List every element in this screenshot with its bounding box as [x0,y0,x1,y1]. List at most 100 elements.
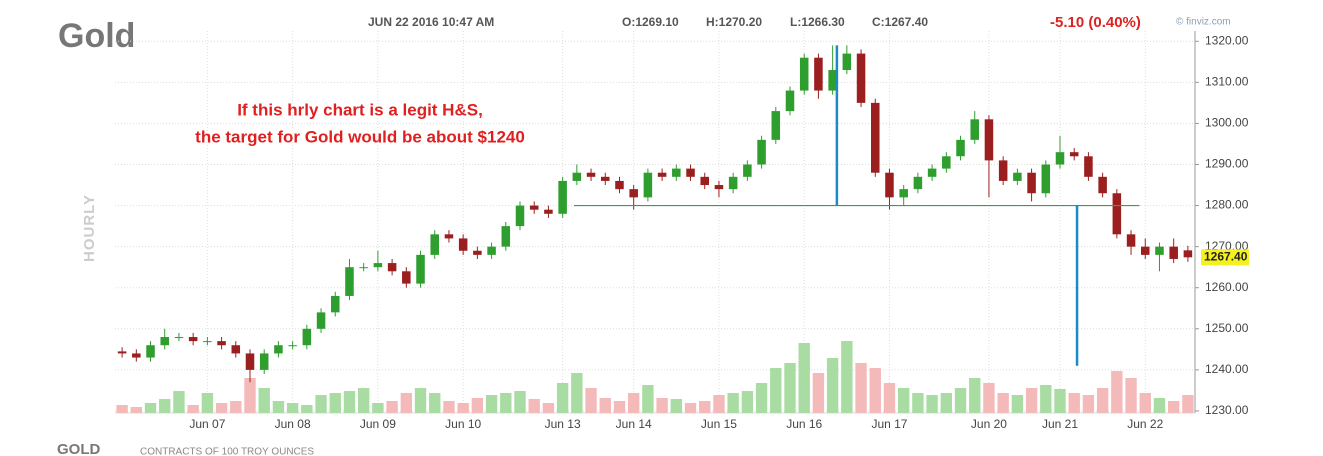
volume-bar [542,403,555,413]
volume-bar [599,398,611,413]
volume-bar [286,403,299,413]
volume-bar [1082,395,1095,413]
y-tick-label: 1240.00 [1205,362,1249,376]
candle-body [160,337,169,346]
candle-body [686,168,695,177]
x-tick-label: Jun 20 [971,417,1007,431]
y-tick-label: 1230.00 [1205,403,1249,417]
quote-low: L:1266.30 [790,15,845,29]
candle-body [1098,176,1107,194]
candle-body [757,139,766,165]
candle-body [743,164,752,177]
candle-body [615,180,624,190]
x-tick-label: Jun 14 [616,417,652,431]
candle-body [629,189,638,198]
candle-body [132,353,141,358]
candle-body [1069,152,1079,157]
volume-bar [997,393,1009,413]
change: -5.10 (0.40%) [1050,14,1141,31]
volume-bar [116,405,128,413]
volume-bar [429,393,441,413]
volume-bar [315,395,327,413]
candle-body [473,250,482,255]
volume-bar [343,391,356,413]
candle-body [117,351,127,354]
volume-bar [1096,388,1109,413]
candle-body [359,267,368,269]
volume-bar [1054,389,1066,413]
volume-bar [244,378,256,413]
volume-bar [741,391,754,413]
x-tick-label: Jun 15 [701,417,737,431]
contract-note: CONTRACTS OF 100 TROY OUNCES [140,447,314,456]
candle-body [1041,164,1051,194]
source: © finviz.com [1176,17,1231,28]
candle-body [188,337,198,342]
candle-body [529,205,539,210]
candle-body [231,345,241,354]
candle-body [700,176,709,186]
volume-bar [613,401,626,413]
candle-body [302,328,312,346]
candle-body [714,185,724,190]
volume-bar [628,393,640,413]
volume-bar [926,395,938,413]
annotation: If this hrly chart is a legit H&S, [237,100,483,119]
volume-bar [258,388,270,413]
candle-body [586,172,596,177]
candle-body [203,341,212,343]
candle-body [558,180,567,214]
x-tick-label: Jun 09 [360,417,396,431]
y-tick-label: 1320.00 [1205,33,1249,47]
candle-body [501,226,511,247]
annotation: the target for Gold would be about $1240 [195,127,525,146]
candle-body [458,238,468,251]
volume-bar [912,393,924,413]
candle-body [1183,250,1193,258]
candle-body [601,176,610,181]
candle-body [657,172,667,177]
candle-body [643,172,653,198]
candle-body [544,209,553,214]
volume-bar [1040,385,1052,413]
candle-body [245,353,255,370]
candle-body [387,263,397,272]
candle-body [814,57,823,91]
candle-body [1084,156,1093,177]
candle-body [799,57,809,91]
volume-bar [670,399,682,413]
candle-body [1155,246,1164,255]
volume-bar [144,403,157,413]
candle-body [956,139,965,157]
volume-bar [954,388,967,413]
candle-body [331,295,340,313]
volume-bar [784,363,796,413]
volume-bar [969,378,981,413]
volume-bar [372,403,384,413]
volume-bar [215,403,228,413]
volume-bar [770,368,782,413]
candle-body [487,246,496,255]
symbol: GOLD [57,441,100,456]
y-tick-label: 1290.00 [1205,157,1249,171]
volume-bar [556,383,569,413]
x-tick-label: Jun 13 [545,417,581,431]
candle-body [174,337,184,339]
volume-bar [514,391,526,413]
volume-bar [1111,371,1123,413]
x-tick-label: Jun 17 [871,417,907,431]
volume-bar [414,388,427,413]
volume-bar [1068,393,1080,413]
y-tick-label: 1310.00 [1205,75,1249,89]
candle-body [970,119,979,140]
volume-bar [471,398,484,413]
candle-body [345,267,354,296]
volume-bar [1125,378,1137,413]
candle-body [1169,246,1178,259]
candle-body [416,254,425,284]
volume-bar [485,395,498,413]
volume-bar [841,341,853,413]
volume-bar [1011,395,1024,413]
